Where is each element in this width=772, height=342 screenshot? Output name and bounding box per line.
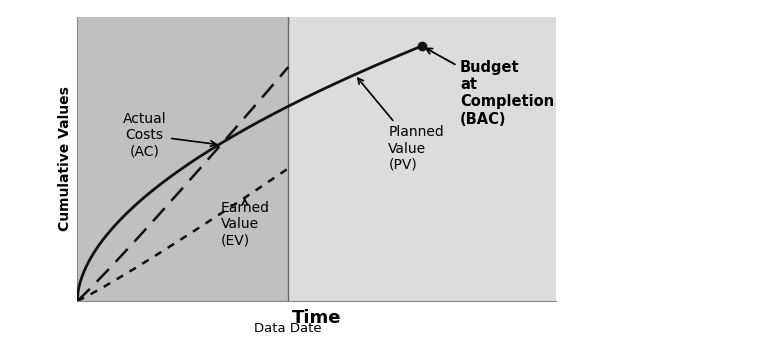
Text: Earned
Value
(EV): Earned Value (EV) — [221, 198, 269, 248]
X-axis label: Time: Time — [292, 309, 341, 327]
Text: Data Date: Data Date — [254, 322, 322, 335]
Bar — [77, 17, 288, 301]
Y-axis label: Cumulative Values: Cumulative Values — [58, 87, 72, 232]
Text: Budget
at
Completion
(BAC): Budget at Completion (BAC) — [426, 48, 554, 127]
Text: Planned
Value
(PV): Planned Value (PV) — [357, 78, 444, 172]
Text: Actual
Costs
(AC): Actual Costs (AC) — [123, 112, 216, 158]
Bar — [288, 17, 556, 301]
